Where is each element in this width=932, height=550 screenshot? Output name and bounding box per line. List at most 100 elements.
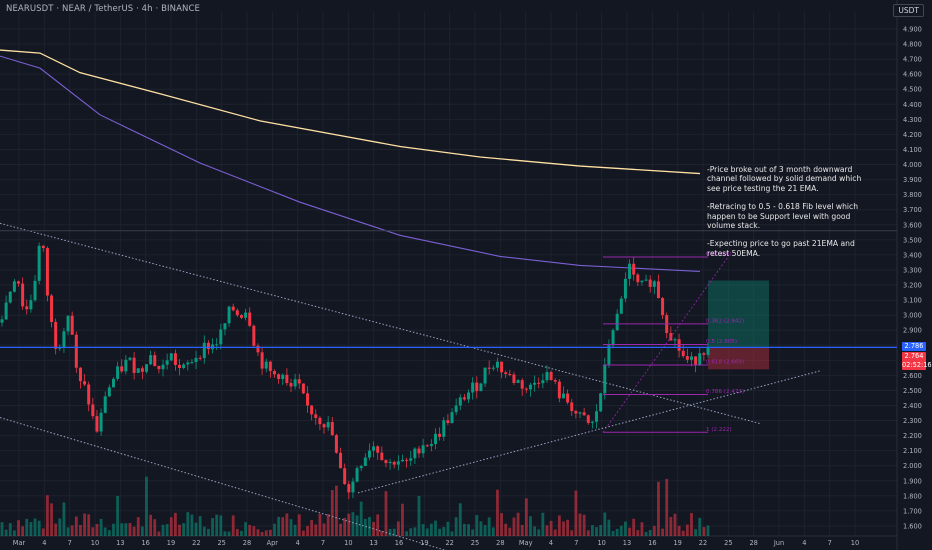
note-line: -Expecting price to go past 21EMA and re… <box>707 239 855 258</box>
volume-bar <box>434 520 437 536</box>
bar-price: 2.764 <box>904 352 924 361</box>
volume-bar <box>454 517 458 536</box>
candle-body <box>611 330 615 346</box>
volume-bar <box>450 531 454 536</box>
volume-bar <box>706 525 710 536</box>
volume-bar <box>83 513 86 536</box>
time-tick-label: 13 <box>369 539 377 547</box>
candle-body <box>479 383 483 392</box>
volume-bar <box>619 525 623 536</box>
candle-body <box>285 374 289 384</box>
time-tick-label: 4 <box>802 539 806 547</box>
price-axis: 4.900 4.800 4.700 4.600 4.500 4.400 4.300 4.200… <box>903 26 922 531</box>
candle-body <box>322 424 326 428</box>
candle-body <box>326 422 330 428</box>
price-tick-label: 1.800 <box>903 492 922 500</box>
volume-bar <box>240 530 243 536</box>
volume-bar <box>21 526 25 536</box>
volume-bar <box>384 491 388 536</box>
volume-bar <box>421 524 425 536</box>
volume-bar <box>231 515 235 536</box>
volume-bar <box>363 518 367 536</box>
price-tick-label: 1.600 <box>903 522 922 530</box>
candle-body <box>37 245 41 281</box>
candle-body <box>512 374 516 383</box>
target-zone <box>708 280 769 348</box>
volume-bar <box>681 530 685 536</box>
volume-bar <box>586 530 590 536</box>
volume-bar <box>632 518 636 536</box>
time-tick-label: 10 <box>91 539 99 547</box>
candle-body <box>289 383 293 387</box>
candle-body <box>541 380 545 384</box>
candle-body <box>467 392 471 400</box>
candle-body <box>54 321 58 349</box>
volume-bar <box>347 513 351 536</box>
candle-body <box>640 280 644 283</box>
candle-body <box>248 312 252 326</box>
price-tick-label: 1.900 <box>903 477 922 485</box>
grid <box>0 12 897 536</box>
candle-body <box>557 381 561 399</box>
volume-bar <box>368 516 371 536</box>
volume-bar <box>264 530 268 536</box>
volume-bar <box>458 503 462 536</box>
time-tick-label: 28 <box>749 539 757 547</box>
candle-body <box>111 378 115 388</box>
candle-body <box>578 412 582 414</box>
time-tick-label: 19 <box>167 539 175 547</box>
time-tick-label: Apr <box>267 539 279 547</box>
candle-body <box>528 384 532 390</box>
candle-body <box>252 325 256 346</box>
volume-bars <box>0 476 710 536</box>
candle-body <box>516 380 520 383</box>
candle-body <box>66 315 70 332</box>
price-tick-label: 4.000 <box>903 161 922 169</box>
price-tick-label: 2.300 <box>903 417 922 425</box>
volume-bar <box>99 518 103 536</box>
time-tick-label: 16 <box>395 539 403 547</box>
candle-body <box>215 344 219 346</box>
volume-bar <box>524 498 528 536</box>
volume-bar <box>351 512 355 536</box>
volume-bar <box>533 526 536 536</box>
time-tick-label: 4 <box>549 539 553 547</box>
time-tick-label: 16 <box>648 539 656 547</box>
volume-bar <box>624 521 627 536</box>
volume-bar <box>677 525 681 536</box>
candle-body <box>689 356 693 360</box>
candle-body <box>244 312 248 318</box>
volume-bar <box>401 503 404 536</box>
volume-bar <box>190 514 194 536</box>
volume-bar <box>219 515 223 536</box>
volume-bar <box>252 526 256 536</box>
time-tick-label: 22 <box>699 539 707 547</box>
candle-body <box>153 355 157 366</box>
volume-bar <box>417 495 421 536</box>
volume-bar <box>500 513 503 536</box>
volume-bar <box>33 518 37 536</box>
volume-bar <box>281 517 285 536</box>
volume-bar <box>248 524 252 536</box>
candle-body <box>409 458 413 461</box>
volume-bar <box>4 529 8 536</box>
candle-body <box>198 357 202 359</box>
candle-body <box>400 459 404 462</box>
candle-body <box>128 357 132 360</box>
candle-body <box>656 281 660 299</box>
volume-bar <box>640 522 644 536</box>
volume-bar <box>438 528 442 536</box>
candle-body <box>231 306 235 311</box>
currency-badge[interactable]: USDT <box>893 4 924 17</box>
candle-body <box>694 356 698 366</box>
candle-body <box>227 306 231 324</box>
volume-bar <box>145 476 148 536</box>
price-tick-label: 1.700 <box>903 507 922 515</box>
candle-body <box>83 381 87 385</box>
candle-body <box>623 278 627 299</box>
fib-level-label: 0.5 (2.805) <box>706 339 737 345</box>
price-tick-label: 4.600 <box>903 71 922 79</box>
candle-body <box>380 452 384 461</box>
volume-bar <box>132 526 136 536</box>
